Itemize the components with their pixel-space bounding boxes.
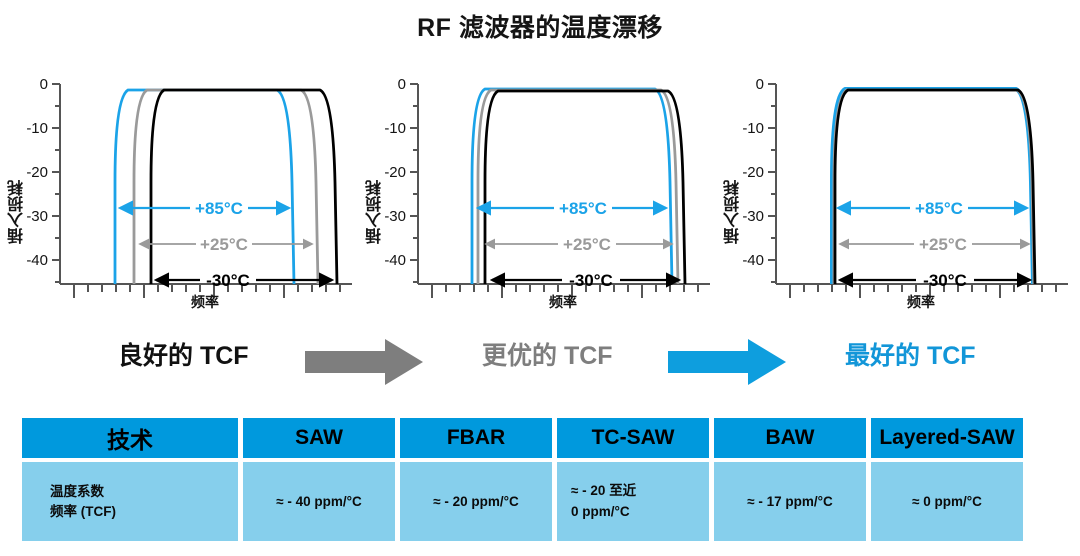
annotation-room-2: +25°C [563,235,611,254]
svg-text:-30: -30 [384,208,406,225]
annotation-room-3: +25°C [919,235,967,254]
chart-best-tcf: 0 -10 -20 -30 -40 [716,62,1076,312]
svg-text:-20: -20 [742,164,764,181]
table-column-baw: BAW ≈ - 17 ppm/°C [714,418,866,541]
table-column-fbar: FBAR ≈ - 20 ppm/°C [400,418,552,541]
annotation-hot-3: +85°C [915,199,963,218]
table-column-tech: 技术 温度系数 频率 (TCF) [22,418,238,541]
svg-text:-40: -40 [384,252,406,269]
row-label-line-2: 频率 (TCF) [50,503,116,519]
page-title: RF 滤波器的温度漂移 [417,14,663,42]
annotation-cold-2: -30°C [569,271,613,290]
svg-text:-40: -40 [26,252,48,269]
table-column-layered-saw: Layered-SAW ≈ 0 ppm/°C [871,418,1023,541]
table-header-tc-saw: TC-SAW [557,418,709,458]
table-cell-tc-saw-tcf: ≈ - 20 至近 0 ppm/°C [557,462,709,541]
svg-text:-20: -20 [384,164,406,181]
chart-3-x-axis-label: 频率 [907,294,935,310]
svg-text:-20: -20 [26,164,48,181]
progression-row: 良好的 TCF 更优的 TCF 最好的 TCF [0,322,1080,400]
label-best-tcf: 最好的 TCF [845,342,976,370]
svg-text:-30: -30 [742,208,764,225]
svg-text:-10: -10 [742,120,764,137]
svg-text:0: 0 [398,76,406,93]
annotation-hot-1: +85°C [195,199,243,218]
table-header-fbar: FBAR [400,418,552,458]
annotation-hot-2: +85°C [559,199,607,218]
tcf-comparison-table: 技术 温度系数 频率 (TCF) SAW ≈ - 40 ppm/°C FBAR … [22,418,1058,541]
table-cell-fbar-tcf: ≈ - 20 ppm/°C [400,462,552,541]
arrow-gray-icon [305,338,425,391]
svg-text:-10: -10 [384,120,406,137]
chart-1-y-axis-label: 插入损耗 [9,180,26,244]
svg-text:0: 0 [40,76,48,93]
table-cell-saw-tcf: ≈ - 40 ppm/°C [243,462,395,541]
label-better-tcf: 更优的 TCF [482,342,613,370]
table-column-saw: SAW ≈ - 40 ppm/°C [243,418,395,541]
table-header-saw: SAW [243,418,395,458]
table-row-label: 温度系数 频率 (TCF) [22,462,238,541]
table-column-tc-saw: TC-SAW ≈ - 20 至近 0 ppm/°C [557,418,709,541]
chart-3-y-axis-label: 插入损耗 [725,180,742,244]
table-header-tech: 技术 [22,418,238,458]
row-label-line-1: 温度系数 [50,483,104,499]
tc-saw-value-line-2: 0 ppm/°C [571,503,630,519]
svg-text:-10: -10 [26,120,48,137]
charts-row: 0 -10 -20 -30 -40 [0,62,1080,312]
table-cell-layered-saw-tcf: ≈ 0 ppm/°C [871,462,1023,541]
chart-2-y-axis-label: 插入损耗 [367,180,384,244]
chart-2-x-axis-label: 频率 [549,294,577,310]
annotation-cold-1: -30°C [206,271,250,290]
annotation-cold-3: -30°C [923,271,967,290]
chart-good-tcf: 0 -10 -20 -30 -40 [0,62,360,312]
chart-better-tcf: 0 -10 -20 -30 -40 [358,62,718,312]
annotation-room-1: +25°C [200,235,248,254]
svg-text:-30: -30 [26,208,48,225]
tc-saw-value-line-1: ≈ - 20 至近 [571,483,637,499]
svg-text:-40: -40 [742,252,764,269]
table-header-baw: BAW [714,418,866,458]
arrow-blue-icon [668,338,788,391]
svg-text:0: 0 [756,76,764,93]
table-header-layered-saw: Layered-SAW [871,418,1023,458]
label-good-tcf: 良好的 TCF [118,342,249,370]
table-cell-baw-tcf: ≈ - 17 ppm/°C [714,462,866,541]
chart-1-x-axis-label: 频率 [191,294,219,310]
